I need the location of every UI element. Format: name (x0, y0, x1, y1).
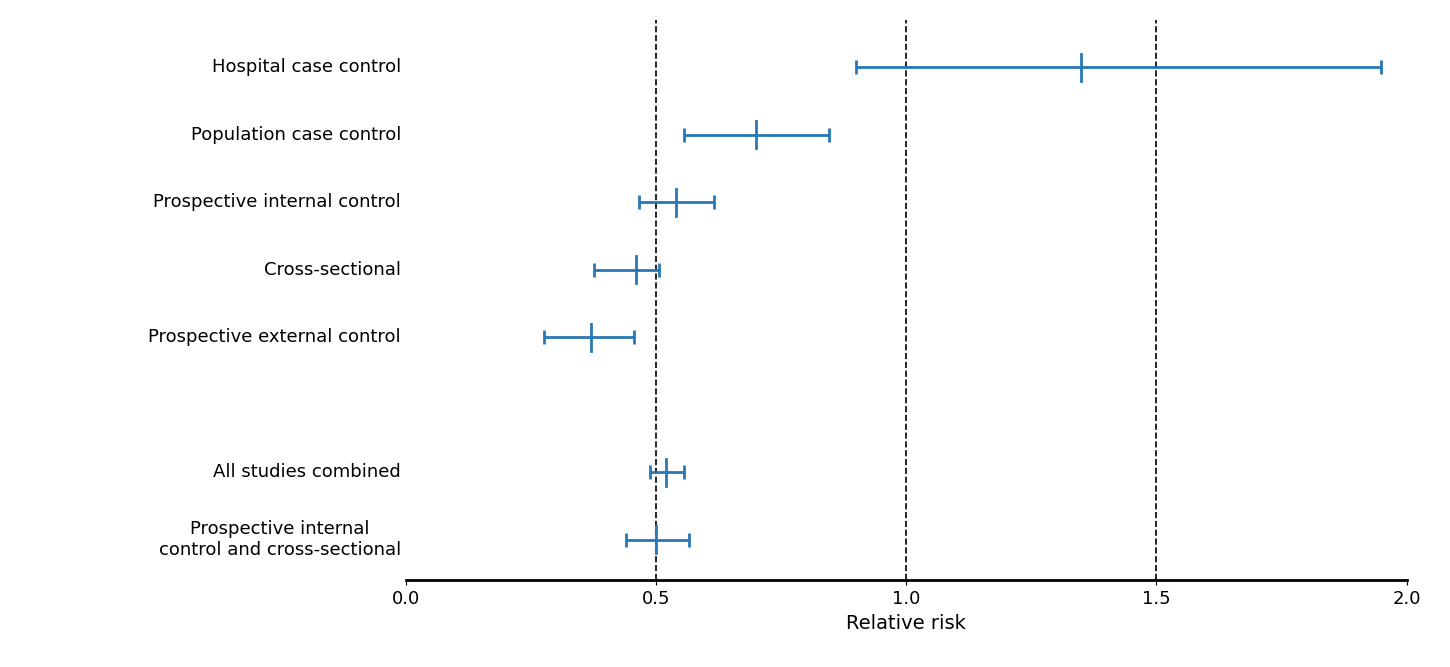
Text: Prospective external control: Prospective external control (148, 328, 402, 346)
Text: All studies combined: All studies combined (213, 464, 402, 482)
Text: Population case control: Population case control (190, 126, 402, 144)
Text: Cross-sectional: Cross-sectional (264, 261, 402, 279)
X-axis label: Relative risk: Relative risk (847, 614, 966, 632)
Text: Prospective internal
control and cross-sectional: Prospective internal control and cross-s… (158, 520, 402, 559)
Text: Prospective internal control: Prospective internal control (154, 193, 402, 211)
Text: Hospital case control: Hospital case control (212, 58, 402, 76)
